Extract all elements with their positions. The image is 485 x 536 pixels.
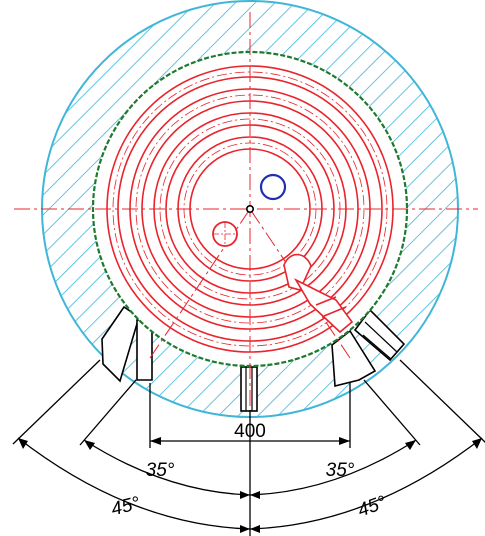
width-dimension-label: 400 bbox=[234, 421, 266, 442]
dimension-lines bbox=[12, 359, 485, 536]
inner-left-angle-label: 35° bbox=[146, 460, 175, 481]
coil-centerlines bbox=[112, 71, 388, 347]
left-outer-foot bbox=[101, 305, 140, 383]
inner-right-angle-label: 35° bbox=[326, 460, 355, 481]
center-foot bbox=[240, 366, 258, 412]
coil-outlet bbox=[283, 253, 354, 334]
foot-inner-lines bbox=[245, 321, 398, 411]
pipe-marker bbox=[259, 173, 287, 201]
dimension-arrows bbox=[18, 437, 482, 533]
center-point bbox=[246, 205, 255, 214]
coil bbox=[106, 65, 394, 353]
outer-right-angle-label: 45° bbox=[355, 492, 390, 522]
